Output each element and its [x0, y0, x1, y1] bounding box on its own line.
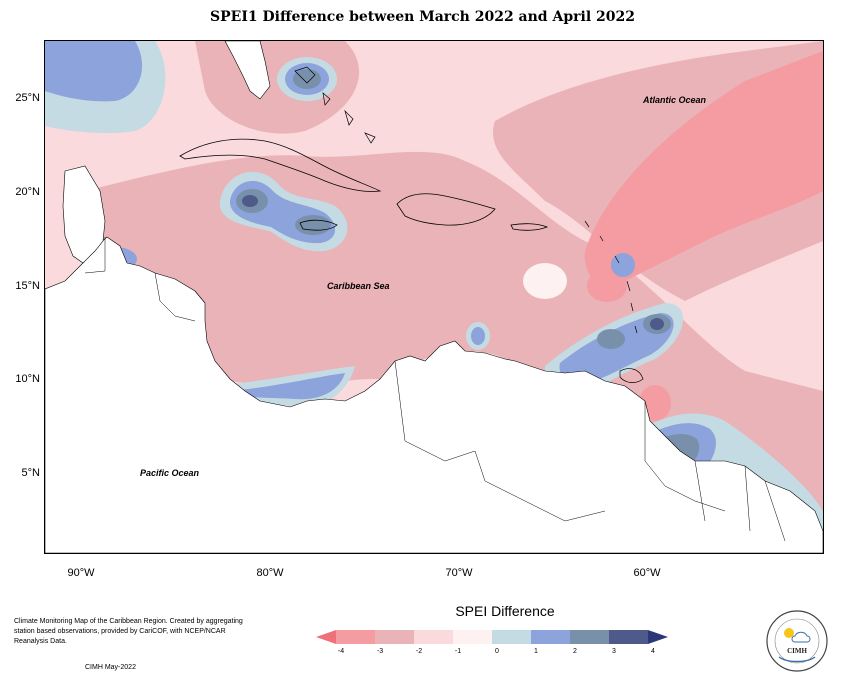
jamaica-wet-peak: [242, 195, 258, 207]
legend-tick-label: 3: [612, 648, 616, 655]
jamaica-wet-center-2: [295, 215, 331, 235]
legend-swatch: [531, 630, 570, 644]
lon-label-60w: 60°W: [633, 567, 661, 579]
legend-tick-label: -2: [415, 648, 423, 655]
cimh-logo-icon: CIMH: [766, 610, 828, 672]
bahamas-outline: [294, 66, 376, 144]
yucatan-land: [62, 165, 106, 264]
florida-land: [224, 41, 271, 100]
map-description: Climate Monitoring Map of the Caribbean …: [14, 618, 243, 645]
windward-deficit-spot: [587, 270, 627, 302]
legend-swatch: [492, 630, 531, 644]
legend-swatch: [453, 630, 492, 644]
legend-arrow-right: [648, 630, 668, 644]
legend-tick-label: 0: [495, 648, 499, 655]
legend-tick-label: -4: [337, 648, 345, 655]
legend-swatch: [336, 630, 375, 644]
panama-wet-core: [230, 373, 345, 400]
neutral-patch-1: [523, 263, 567, 299]
legend-swatch: [414, 630, 453, 644]
lat-label-25n: 25°N: [15, 92, 40, 104]
lesser-antilles-outline: [584, 220, 638, 334]
lon-label-80w: 80°W: [256, 567, 284, 579]
map-panel: Atlantic Ocean Caribbean Sea Pacific Oce…: [44, 40, 824, 554]
legend-tick-label: -3: [376, 648, 384, 655]
country-borders: [84, 237, 786, 542]
legend-swatch: [570, 630, 609, 644]
trinidad-outline: [619, 368, 644, 383]
atlantic-ocean-label: Atlantic Ocean: [642, 95, 707, 105]
guadeloupe-wet-zone: [611, 253, 635, 277]
lat-label-5n: 5°N: [21, 467, 40, 479]
lat-label-10n: 10°N: [15, 373, 40, 385]
lon-label-70w: 70°W: [445, 567, 473, 579]
legend-tick-label: -1: [454, 648, 462, 655]
spei-map: Atlantic Ocean Caribbean Sea Pacific Oce…: [45, 41, 823, 553]
legend-tick-label: 2: [573, 648, 577, 655]
mexico-land: [45, 236, 823, 553]
legend-colorbar: [316, 630, 668, 644]
bahamas-wet-center: [293, 69, 321, 89]
lat-label-15n: 15°N: [15, 280, 40, 292]
gulf-wet-core: [45, 41, 143, 102]
windward-wet-center-1: [597, 329, 625, 349]
legend-tick-label: 4: [651, 648, 655, 655]
hispaniola-outline: [396, 193, 496, 226]
atlantic-strong-deficit: [584, 51, 823, 291]
legend-title: SPEI Difference: [455, 603, 555, 619]
jamaica-outline: [299, 219, 338, 231]
pacific-ocean-label: Pacific Ocean: [140, 468, 200, 478]
legend-swatch: [609, 630, 648, 644]
abc-islands-wet-core: [471, 327, 485, 345]
legend-swatch: [375, 630, 414, 644]
legend-tick-label: 1: [534, 648, 538, 655]
map-credit: CIMH May-2022: [85, 664, 136, 671]
windward-wet-peak: [650, 318, 664, 330]
caribbean-sea-label: Caribbean Sea: [327, 281, 390, 291]
legend-arrow-left: [316, 630, 336, 644]
cuba-outline: [179, 138, 382, 192]
lon-label-90w: 90°W: [67, 567, 95, 579]
logo-text: CIMH: [787, 647, 807, 655]
lat-label-20n: 20°N: [15, 186, 40, 198]
map-title: SPEI1 Difference between March 2022 and …: [210, 9, 635, 25]
puerto-rico-outline: [510, 223, 549, 231]
